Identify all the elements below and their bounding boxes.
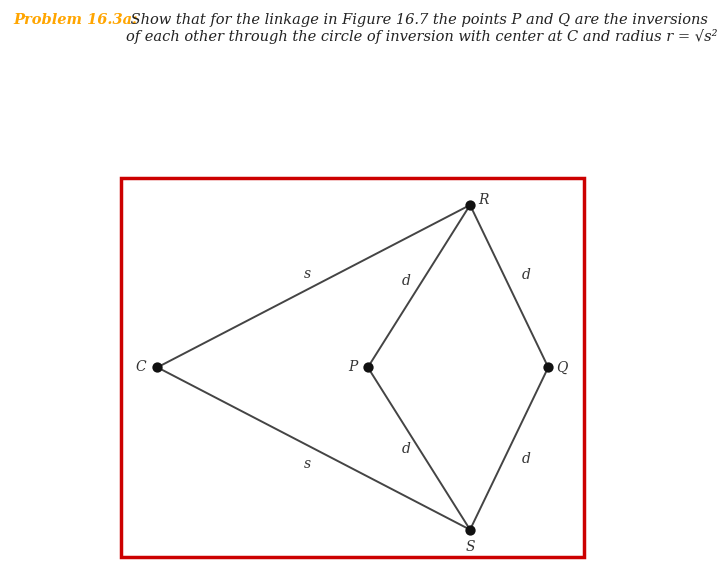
Text: d: d <box>521 452 531 466</box>
Point <box>362 363 374 372</box>
Text: s: s <box>304 456 311 471</box>
Text: R: R <box>478 193 489 207</box>
Text: d: d <box>401 274 410 288</box>
Text: Show that for the linkage in Figure 16.7 the points P and Q are the inversions
o: Show that for the linkage in Figure 16.7… <box>126 13 720 44</box>
Text: Q: Q <box>556 360 567 374</box>
Text: S: S <box>465 540 474 553</box>
Text: Problem 16.3a:: Problem 16.3a: <box>13 13 138 27</box>
Point <box>464 525 476 534</box>
Text: C: C <box>135 360 146 374</box>
Text: d: d <box>401 441 410 456</box>
Text: P: P <box>348 360 358 374</box>
Text: d: d <box>521 269 531 282</box>
Text: s: s <box>304 267 311 281</box>
Point <box>464 200 476 210</box>
Point <box>152 363 163 372</box>
Point <box>542 363 554 372</box>
